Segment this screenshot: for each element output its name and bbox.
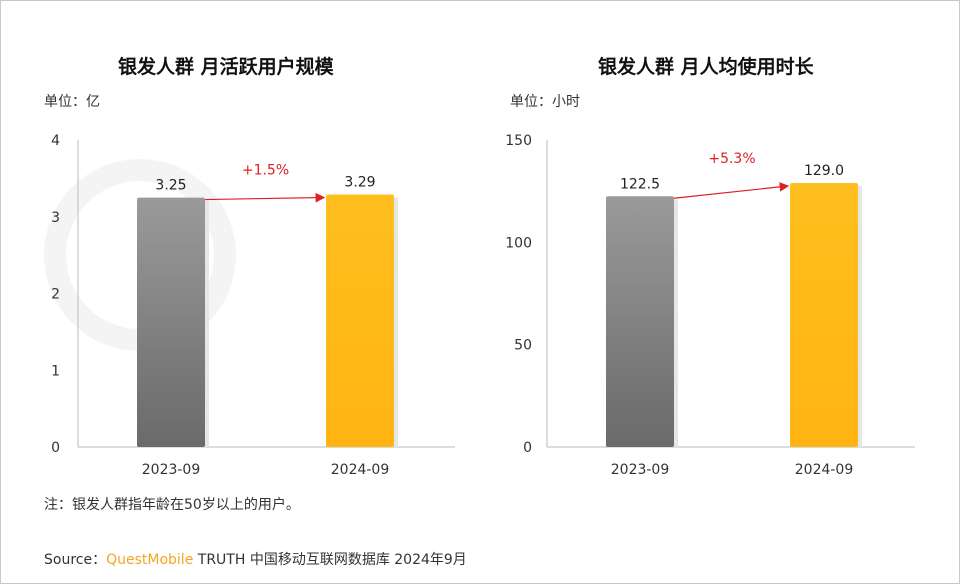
y-tick-label: 2	[51, 287, 60, 303]
value-label: 3.25	[155, 178, 186, 194]
bar-2023-09	[606, 196, 674, 447]
x-tick-label: 2024-09	[331, 462, 390, 478]
growth-arrow	[204, 192, 326, 203]
bar-2024-09	[326, 194, 394, 447]
source-text: TRUTH 中国移动互联网数据库 2024年9月	[193, 552, 467, 568]
footnote: 注：银发人群指年龄在50岁以上的用户。	[44, 497, 300, 513]
y-tick-label: 0	[51, 440, 60, 456]
y-tick-label: 50	[514, 338, 532, 354]
growth-annotation: +1.5%	[242, 162, 289, 178]
source-label: Source：	[44, 552, 107, 568]
y-tick-label: 100	[505, 235, 532, 251]
chart-title-left: 银发人群 月活跃用户规模	[118, 56, 334, 78]
y-tick-label: 3	[51, 210, 60, 226]
value-label: 122.5	[620, 176, 660, 192]
y-tick-label: 0	[523, 440, 532, 456]
growth-arrow	[673, 182, 790, 199]
value-label: 3.29	[344, 174, 375, 190]
unit-left: 单位：亿	[44, 94, 100, 110]
x-tick-label: 2023-09	[142, 462, 201, 478]
value-label: 129.0	[804, 163, 844, 179]
growth-annotation: +5.3%	[708, 151, 755, 167]
y-tick-label: 1	[51, 363, 60, 379]
source: Source：QuestMobile TRUTH 中国移动互联网数据库 2024…	[44, 549, 467, 569]
x-tick-label: 2024-09	[795, 462, 854, 478]
y-tick-label: 4	[51, 133, 60, 149]
bar-2023-09	[137, 197, 205, 447]
chart-title-right: 银发人群 月人均使用时长	[598, 56, 814, 78]
y-tick-label: 150	[505, 133, 532, 149]
bar-2024-09	[790, 182, 858, 448]
unit-right: 单位：小时	[510, 94, 580, 110]
source-brand: QuestMobile	[106, 552, 194, 568]
x-tick-label: 2023-09	[611, 462, 670, 478]
